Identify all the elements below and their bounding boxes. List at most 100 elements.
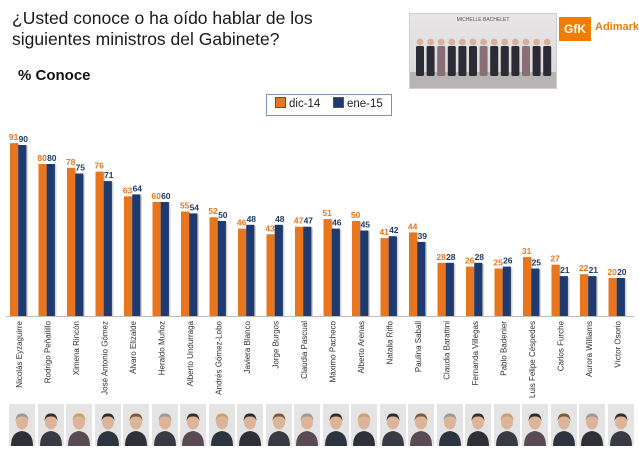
group-figure-head: [533, 38, 540, 46]
group-figure-head: [469, 38, 477, 46]
bar-ene-15-8: [246, 224, 255, 316]
bar-ene-15-1: [46, 164, 55, 316]
portrait-14: [408, 404, 434, 446]
portrait-face: [301, 414, 313, 430]
portrait-3: [94, 404, 121, 446]
bar-dic-14-20: [580, 274, 589, 316]
x-tick-label-14: Paulina Saball: [414, 321, 423, 372]
x-tick-label-12: Alberto Arenas: [357, 321, 366, 373]
group-figure-head: [427, 38, 434, 46]
data-label-dic-14-19: 27: [550, 254, 560, 264]
portrait-shoulders: [581, 431, 603, 446]
portrait-face: [358, 414, 370, 430]
data-label-ene-15-21: 20: [617, 267, 627, 277]
portrait-shoulders: [495, 431, 518, 446]
portrait-shoulders: [324, 431, 347, 446]
portrait-face: [386, 414, 399, 430]
bar-dic-14-8: [238, 228, 247, 316]
cabinet-group-figures: [410, 38, 556, 88]
portrait-shoulders: [96, 431, 119, 446]
x-tick-label-4: Álvaro Elizalde: [129, 320, 138, 373]
portrait-face: [158, 414, 171, 430]
data-label-dic-14-8: 46: [237, 218, 247, 228]
question-title: ¿Usted conoce o ha oído hablar de los si…: [12, 8, 392, 50]
bar-dic-14-5: [152, 202, 161, 316]
data-label-dic-14-5: 60: [151, 191, 161, 201]
minister-portraits: [0, 404, 639, 448]
portrait-shoulders: [552, 431, 575, 446]
data-label-ene-15-15: 28: [446, 252, 456, 262]
portrait-11: [322, 404, 349, 446]
portrait-shoulders: [267, 431, 290, 446]
data-label-dic-14-10: 47: [294, 216, 304, 226]
portrait-12: [351, 404, 377, 446]
portrait-face: [614, 414, 627, 430]
logo-name: Adimark: [595, 21, 639, 33]
portrait-face: [586, 414, 598, 430]
portrait-shoulders: [11, 431, 33, 446]
chart-subtitle: % Conoce: [18, 67, 91, 84]
portrait-2: [66, 404, 92, 446]
portrait-hair: [72, 413, 86, 421]
bar-ene-15-2: [75, 173, 84, 316]
portrait-17: [493, 404, 520, 446]
bar-ene-15-10: [303, 226, 312, 316]
bar-dic-14-11: [323, 219, 332, 316]
x-tick-label-5: Heraldo Muñoz: [158, 321, 167, 375]
portrait-21: [607, 404, 634, 446]
group-figure-body: [532, 46, 541, 76]
data-label-ene-15-19: 21: [560, 265, 570, 275]
portrait-hair: [357, 413, 371, 421]
bar-dic-14-15: [437, 262, 446, 316]
portrait-face: [215, 414, 228, 430]
data-label-dic-14-3: 76: [94, 161, 104, 171]
portrait-hair: [471, 413, 485, 421]
data-label-ene-15-1: 80: [47, 153, 57, 163]
bar-ene-15-6: [189, 213, 198, 316]
bar-ene-15-18: [531, 268, 540, 316]
bar-ene-15-17: [502, 266, 511, 316]
portrait-face: [101, 414, 114, 430]
bar-dic-14-1: [38, 164, 47, 316]
portrait-shoulders: [182, 431, 204, 446]
bar-chart: 91 90 Nicolás Eyzaguirre 80 80 Rodrigo Peñail…: [6, 132, 634, 398]
bar-dic-14-9: [266, 234, 275, 316]
portrait-shoulders: [153, 431, 176, 446]
bar-ene-15-4: [132, 194, 141, 316]
cabinet-photo-caption: MICHELLE BACHELET: [456, 17, 510, 23]
data-label-dic-14-0: 91: [9, 132, 19, 142]
portrait-face: [557, 414, 570, 430]
portrait-10: [294, 404, 320, 446]
data-label-dic-14-16: 26: [465, 256, 475, 266]
portrait-16: [465, 404, 491, 446]
portrait-hair: [272, 413, 285, 421]
gfk-adimark-logo: GfK Adimark: [559, 17, 639, 43]
portrait-hair: [158, 413, 171, 421]
group-figure-head: [448, 38, 456, 46]
portrait-face: [500, 414, 513, 430]
portrait-face: [244, 414, 256, 430]
bar-dic-14-6: [181, 211, 190, 316]
bar-ene-15-9: [274, 224, 283, 316]
x-tick-label-13: Natalia Riffo: [386, 320, 395, 364]
bar-ene-15-0: [18, 145, 27, 316]
portrait-hair: [186, 413, 200, 421]
portrait-hair: [243, 413, 257, 421]
portrait-18: [522, 404, 548, 446]
portrait-face: [130, 414, 142, 430]
data-label-ene-15-18: 25: [532, 258, 542, 268]
portrait-face: [16, 414, 28, 430]
group-figure-head: [522, 38, 530, 46]
portrait-hair: [329, 413, 342, 421]
data-label-ene-15-8: 48: [247, 214, 257, 224]
portrait-1: [37, 404, 64, 446]
legend-item-ene-15: ene-15: [333, 97, 383, 110]
bar-ene-15-7: [217, 221, 226, 316]
x-tick-label-7: Andrés Gómez-Lobo: [215, 320, 224, 394]
bar-dic-14-21: [608, 278, 617, 316]
portrait-4: [123, 404, 149, 446]
portrait-hair: [614, 413, 627, 421]
portrait-shoulders: [438, 431, 461, 446]
data-label-dic-14-6: 55: [180, 201, 190, 211]
portrait-hair: [15, 413, 29, 421]
